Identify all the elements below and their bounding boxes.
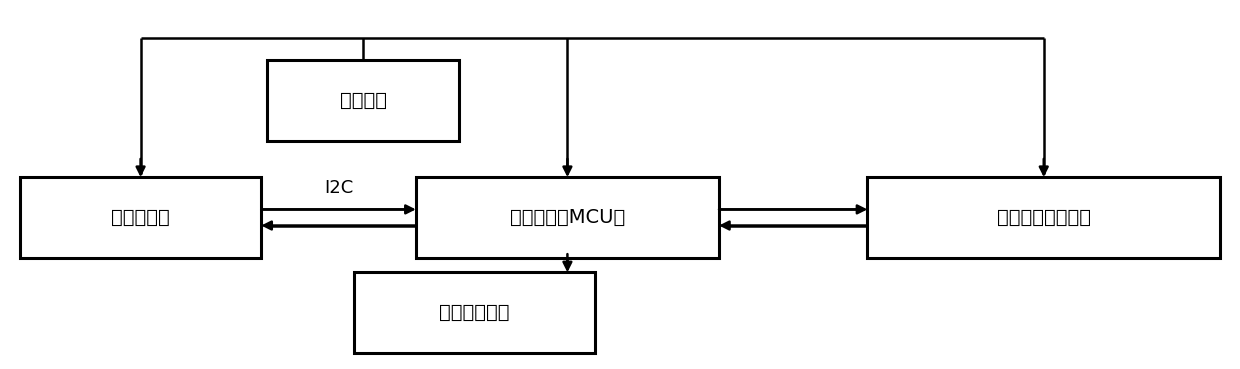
Bar <box>268 60 459 141</box>
Text: 时钟计时器: 时钟计时器 <box>112 208 170 227</box>
Bar <box>353 272 595 353</box>
Text: 控制单元（MCU）: 控制单元（MCU） <box>510 208 625 227</box>
Bar <box>868 177 1220 258</box>
Text: 微波雷达感应模块: 微波雷达感应模块 <box>997 208 1091 227</box>
Bar <box>20 177 262 258</box>
Bar <box>415 177 719 258</box>
Text: 供电模块: 供电模块 <box>340 91 387 110</box>
Text: I2C: I2C <box>324 179 353 197</box>
Text: 门锁响应模块: 门锁响应模块 <box>439 303 510 322</box>
